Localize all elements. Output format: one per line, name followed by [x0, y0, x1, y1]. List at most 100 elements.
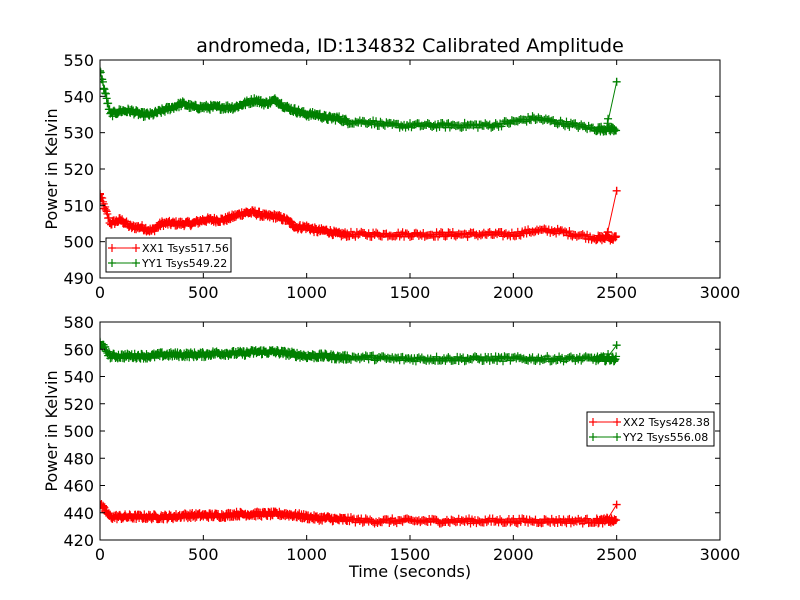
y-tick-label: 420 [63, 531, 94, 550]
data-point [100, 66, 104, 75]
x-tick-label: 0 [95, 283, 105, 302]
data-point [457, 123, 466, 132]
data-point [287, 217, 296, 226]
legend-marker [613, 433, 621, 441]
y-tick-label: 460 [63, 477, 94, 496]
x-tick-label: 1000 [286, 545, 327, 564]
y-axis-label: Power in Kelvin [42, 108, 61, 229]
y-tick-label: 500 [63, 233, 94, 252]
y-tick-label: 480 [63, 449, 94, 468]
x-tick-label: 500 [188, 545, 219, 564]
x-tick-label: 2500 [596, 545, 637, 564]
y-tick-label: 510 [63, 196, 94, 215]
legend-label: XX2 Tsys428.38 [623, 416, 710, 429]
data-point [510, 232, 519, 241]
figure-title: andromeda, ID:134832 Calibrated Amplitud… [196, 35, 624, 57]
data-point [290, 104, 299, 113]
legend-marker [613, 418, 621, 426]
series-yy1 [100, 66, 621, 136]
data-point [100, 190, 104, 199]
legend: XX1 Tsys517.56 YY1 Tsys549.22 [105, 237, 232, 273]
plot-area [100, 337, 621, 528]
legend-marker [108, 244, 116, 252]
x-axis-label: Time (seconds) [348, 562, 471, 581]
x-tick-label: 2000 [493, 283, 534, 302]
data-point [612, 516, 621, 525]
data-point [150, 227, 159, 236]
x-tick-label: 1500 [390, 545, 431, 564]
bottom-subplot: 0 500 1000 1500 2000 2500 3000 420 440 460 480 500 5… [42, 313, 740, 581]
data-point [100, 85, 109, 94]
data-point [612, 186, 621, 195]
data-point [178, 97, 187, 106]
x-tick-label: 1500 [390, 283, 431, 302]
legend-label: YY1 Tsys549.22 [141, 257, 227, 270]
data-point [101, 342, 110, 351]
data-point [100, 68, 105, 77]
y-tick-label: 580 [63, 313, 94, 332]
data-point [612, 500, 621, 509]
y-tick-label: 560 [63, 340, 94, 359]
series-xx2 [100, 500, 621, 528]
y-tick-label: 490 [63, 269, 94, 288]
data-point [369, 351, 378, 360]
data-point [612, 341, 621, 350]
data-point [104, 213, 113, 222]
data-point [100, 500, 104, 509]
x-tick-label: 0 [95, 545, 105, 564]
legend-box [586, 411, 715, 447]
legend-box [105, 237, 232, 273]
data-point [104, 99, 113, 108]
y-tick-label: 540 [63, 368, 94, 387]
data-point [100, 189, 104, 198]
legend-marker [589, 433, 597, 441]
x-tick-label: 500 [188, 283, 219, 302]
data-point [101, 205, 110, 214]
data-point [102, 94, 111, 103]
data-point [441, 232, 450, 241]
data-point [100, 338, 104, 347]
x-tick-label: 3000 [700, 283, 741, 302]
data-point [612, 126, 621, 135]
y-tick-label: 540 [63, 87, 94, 106]
data-point [562, 117, 571, 126]
legend-marker [132, 244, 140, 252]
data-point [100, 194, 107, 203]
data-point [101, 89, 110, 98]
data-point [287, 218, 296, 227]
y-axis-label: Power in Kelvin [42, 370, 61, 491]
data-point [277, 98, 286, 107]
y-tick-label: 440 [63, 504, 94, 523]
legend-label: YY2 Tsys556.08 [622, 431, 708, 444]
top-subplot: 0 500 1000 1500 2000 2500 3000 490 500 510 520 530 5… [42, 51, 740, 302]
data-point [103, 209, 112, 218]
legend-marker [589, 418, 597, 426]
plot-area [100, 66, 621, 245]
x-tick-label: 1000 [286, 283, 327, 302]
data-point [118, 215, 127, 224]
data-point [565, 227, 574, 236]
y-tick-label: 550 [63, 51, 94, 70]
data-point [612, 352, 621, 361]
x-tick-label: 2500 [596, 283, 637, 302]
legend: XX2 Tsys428.38 YY2 Tsys556.08 [586, 411, 715, 447]
series-yy2 [100, 337, 621, 366]
x-tick-label: 2000 [493, 545, 534, 564]
data-point [612, 232, 621, 241]
data-point [448, 227, 457, 236]
legend-marker [108, 259, 116, 267]
data-point [612, 77, 621, 86]
data-point [358, 518, 367, 527]
y-tick-label: 500 [63, 422, 94, 441]
data-point [101, 89, 110, 98]
y-tick-label: 520 [63, 395, 94, 414]
data-point [583, 514, 592, 523]
series-xx1 [100, 186, 621, 245]
y-tick-label: 530 [63, 124, 94, 143]
legend-label: XX1 Tsys517.56 [142, 242, 229, 255]
y-tick-label: 520 [63, 160, 94, 179]
data-point [100, 84, 108, 93]
x-tick-label: 3000 [700, 545, 741, 564]
